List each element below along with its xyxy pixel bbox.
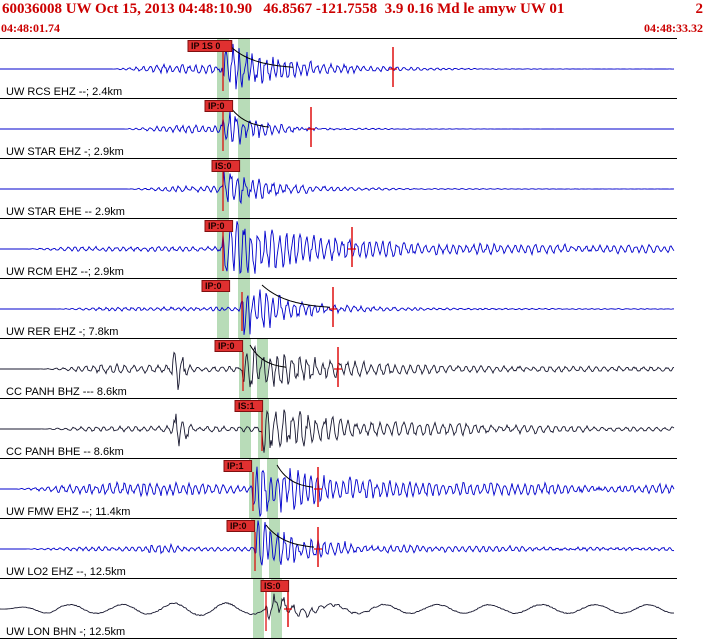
station-label: UW RCM EHZ --; 2.9km [6,266,124,278]
coda-decay-curve [276,464,314,488]
pick-window-band [249,459,260,518]
page-indicator: 2 [695,1,704,17]
pick-window-band [238,279,250,338]
seismogram-trace [0,345,675,390]
seismogram-trace [0,221,675,275]
station-label: UW LON BHN -; 12.5km [6,626,126,638]
trace-row[interactable]: IP:0 UW RCM EHZ --; 2.9km [0,219,677,279]
phase-pick-flag[interactable] [260,580,290,592]
pick-window-band [238,99,250,158]
phase-pick-flag[interactable] [201,280,231,292]
seismogram-trace [0,466,675,517]
waveform-canvas: IP:1 [0,459,675,518]
coda-decay-curve [265,524,315,548]
event-header: 60036008 UW Oct 15, 2013 04:48:10.90 46.… [0,0,706,21]
waveform-canvas: IS:0 [0,159,675,218]
waveform-canvas: IS:0 [0,579,675,638]
time-axis-labels: 04:48:01.74 04:48:33.32 [0,21,706,38]
trace-row[interactable]: IP:0 UW LO2 EHZ --, 12.5km [0,519,677,579]
waveform-canvas: IP:0 [0,339,675,398]
phase-pick-flag-label: IP:0 [208,101,225,111]
window-end-time: 04:48:33.32 [644,21,703,35]
phase-pick-flag-label: IP:0 [205,281,222,291]
station-label: UW LO2 EHZ --, 12.5km [6,566,126,578]
waveform-canvas: IP 1S 0 [0,39,675,98]
phase-pick-flag-label: IP:0 [230,521,247,531]
pick-window-band [257,339,268,398]
waveform-canvas: IP:0 [0,279,675,338]
seismogram-trace [0,110,674,145]
pick-window-band [253,579,264,638]
waveform-canvas: IS:1 [0,399,675,458]
phase-pick-flag-label: IP 1S 0 [191,41,220,51]
seismogram-trace [0,409,675,453]
trace-row[interactable]: IP 1S 0 UW RCS EHZ --; 2.4km [0,39,677,99]
station-label: UW STAR EHZ -; 2.9km [6,146,124,158]
event-summary: 60036008 UW Oct 15, 2013 04:48:10.90 46.… [2,1,565,17]
trace-row[interactable]: IS:0 UW LON BHN -; 12.5km [0,579,677,639]
trace-list: IP 1S 0 UW RCS EHZ --; 2.4km IP:0 UW STAR E… [0,38,677,639]
waveform-canvas: IP:0 [0,219,675,278]
pick-window-band [258,399,269,458]
trace-row[interactable]: IP:0 UW STAR EHZ -; 2.9km [0,99,677,159]
phase-pick-flag-label: IS:0 [215,161,232,171]
station-label: UW RCS EHZ --; 2.4km [6,86,123,98]
trace-row[interactable]: IP:0 CC PANH BHZ --- 8.6km [0,339,677,399]
pick-window-band [271,579,282,638]
seismogram-trace [0,520,675,566]
phase-pick-flag-label: IP:0 [218,341,235,351]
seismogram-trace [0,171,675,205]
phase-pick-flag[interactable] [211,160,241,172]
phase-pick-flag[interactable] [234,400,264,412]
station-label: CC PANH BHE -- 8.6km [6,446,124,458]
coda-decay-curve [249,344,287,368]
phase-pick-flag[interactable] [204,100,234,112]
trace-row[interactable]: IP:0 UW RER EHZ -; 7.8km [0,279,677,339]
coda-decay-curve [228,104,270,128]
coda-decay-curve [228,44,294,68]
station-label: UW FMW EHZ --; 11.4km [6,506,131,518]
station-label: CC PANH BHZ --- 8.6km [6,386,127,398]
station-label: UW STAR EHE -- 2.9km [6,206,125,218]
phase-pick-flag-label: IS:1 [238,401,255,411]
phase-pick-flag[interactable] [187,40,233,52]
phase-pick-flag[interactable] [226,520,256,532]
trace-row[interactable]: IP:1 UW FMW EHZ --; 11.4km [0,459,677,519]
seismogram-trace [0,43,675,90]
trace-row[interactable]: IS:0 UW STAR EHE -- 2.9km [0,159,677,219]
waveform-canvas: IP:0 [0,519,675,578]
phase-pick-flag[interactable] [214,340,244,352]
coda-decay-curve [261,284,331,308]
phase-pick-flag-label: IP:0 [208,221,225,231]
phase-pick-flag-label: IS:0 [264,581,281,591]
window-start-time: 04:48:01.74 [1,21,60,35]
phase-pick-flag[interactable] [204,220,234,232]
seismogram-trace [0,593,675,621]
phase-pick-flag[interactable] [223,460,253,472]
phase-pick-flag-label: IP:1 [227,461,244,471]
station-label: UW RER EHZ -; 7.8km [6,326,119,338]
trace-row[interactable]: IS:1 CC PANH BHE -- 8.6km [0,399,677,459]
waveform-canvas: IP:0 [0,99,674,158]
pick-window-band [269,519,280,578]
